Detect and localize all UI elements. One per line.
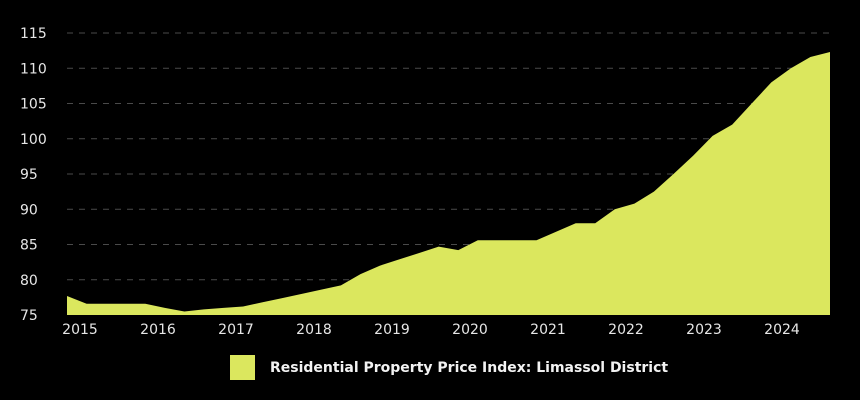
x-tick-label: 2017 [218, 322, 254, 338]
x-tick-label: 2022 [608, 322, 644, 338]
y-tick-label: 105 [20, 97, 47, 113]
x-tick-label: 2016 [140, 322, 176, 338]
y-tick-label: 80 [20, 273, 38, 289]
y-tick-label: 110 [20, 61, 47, 77]
x-tick-label: 2024 [764, 322, 800, 338]
x-axis: 2015 2016 2017 2018 2019 2020 2021 2022 2023 2024 [62, 322, 800, 338]
legend-swatch [230, 355, 255, 380]
legend-label: Residential Property Price Index: Limass… [270, 359, 669, 376]
x-tick-label: 2015 [62, 322, 98, 338]
y-axis: 75 80 85 90 95 100 105 110 115 [20, 26, 47, 324]
x-tick-label: 2023 [686, 322, 722, 338]
y-tick-label: 100 [20, 132, 47, 148]
y-tick-label: 115 [20, 26, 47, 42]
series-area [67, 52, 830, 315]
y-tick-label: 90 [20, 202, 38, 218]
y-tick-label: 75 [20, 308, 38, 324]
x-tick-label: 2020 [452, 322, 488, 338]
x-tick-label: 2019 [374, 322, 410, 338]
y-tick-label: 85 [20, 238, 38, 254]
x-tick-label: 2021 [530, 322, 566, 338]
legend: Residential Property Price Index: Limass… [230, 355, 668, 380]
x-tick-label: 2018 [296, 322, 332, 338]
y-tick-label: 95 [20, 167, 38, 183]
